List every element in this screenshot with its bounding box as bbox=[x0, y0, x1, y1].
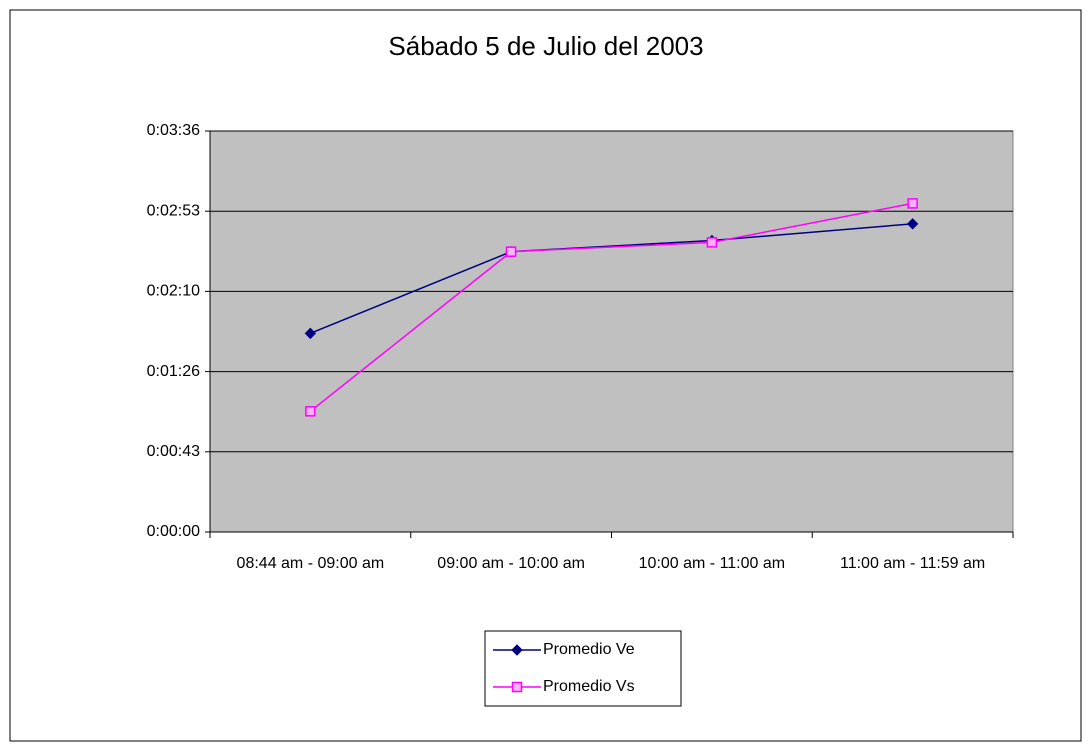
x-tick-label: 09:00 am - 10:00 am bbox=[437, 555, 585, 572]
plot-area bbox=[209, 130, 1014, 533]
marker bbox=[305, 406, 316, 417]
x-tick-label: 08:44 am - 09:00 am bbox=[236, 555, 385, 572]
y-tick-label: 0:00:43 bbox=[147, 443, 200, 460]
y-tick-label: 0:02:10 bbox=[147, 283, 200, 300]
y-tick-label: 0:00:00 bbox=[147, 523, 200, 540]
legend-box bbox=[484, 630, 682, 707]
x-tick-label: 11:00 am - 11:59 am bbox=[839, 555, 986, 572]
marker bbox=[511, 644, 523, 656]
y-tick-label: 0:01:26 bbox=[147, 363, 200, 380]
legend-label: Promedio Vs bbox=[543, 678, 635, 695]
marker bbox=[304, 327, 317, 340]
marker bbox=[706, 237, 718, 248]
marker bbox=[906, 218, 919, 230]
marker bbox=[907, 198, 918, 209]
series-line bbox=[309, 202, 913, 412]
y-tick-label: 0:02:53 bbox=[147, 202, 200, 219]
marker bbox=[505, 246, 517, 257]
x-tick-label: 10:00 am - 11:00 am bbox=[638, 555, 786, 572]
legend-label: Promedio Ve bbox=[543, 641, 635, 658]
y-tick-label: 0:03:36 bbox=[147, 122, 200, 139]
marker bbox=[511, 681, 523, 693]
series-line bbox=[310, 223, 913, 335]
chart-title: Sábado 5 de Julio del 2003 bbox=[388, 31, 703, 61]
